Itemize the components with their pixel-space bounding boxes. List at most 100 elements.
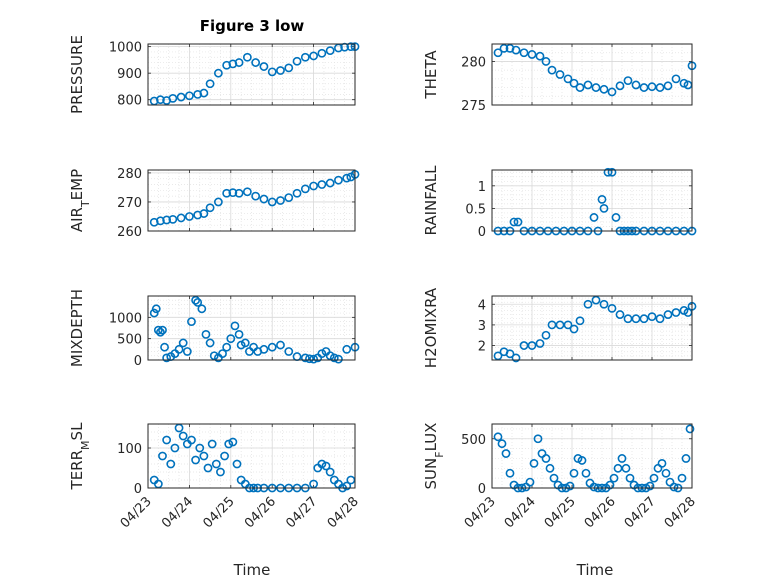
axes-box bbox=[491, 295, 693, 361]
data-point bbox=[267, 197, 277, 207]
data-point bbox=[569, 324, 579, 334]
data-point bbox=[193, 297, 203, 307]
y-tick-label: 0 bbox=[134, 482, 142, 497]
data-point bbox=[205, 203, 215, 213]
y-tick-label: 275 bbox=[461, 99, 486, 114]
data-point bbox=[535, 339, 545, 348]
data-point bbox=[563, 74, 573, 84]
data-point bbox=[300, 353, 310, 363]
data-point bbox=[228, 437, 238, 447]
y-tick-label: 1 bbox=[478, 180, 486, 195]
data-point bbox=[156, 327, 165, 337]
data-point bbox=[321, 461, 331, 471]
axes-box bbox=[491, 423, 693, 489]
data-point bbox=[342, 481, 352, 491]
axes-box bbox=[147, 169, 356, 232]
y-axis-label-3: RAINFALL bbox=[422, 165, 440, 236]
data-point bbox=[591, 83, 601, 92]
data-point bbox=[621, 463, 631, 473]
axes-box bbox=[147, 43, 356, 106]
data-point bbox=[224, 439, 234, 449]
data-point bbox=[259, 62, 269, 71]
y-axis-label-5: H2OMIXRA bbox=[422, 287, 440, 368]
data-point bbox=[191, 455, 201, 465]
data-point bbox=[234, 58, 244, 67]
data-point bbox=[639, 314, 649, 324]
data-point bbox=[325, 467, 335, 477]
data-point bbox=[681, 454, 691, 463]
data-point bbox=[679, 78, 689, 88]
data-point bbox=[575, 316, 585, 326]
y-tick-label: 280 bbox=[461, 55, 486, 70]
data-point bbox=[166, 459, 176, 469]
data-point bbox=[168, 93, 178, 103]
data-point bbox=[201, 329, 211, 339]
data-point bbox=[178, 431, 188, 441]
y-tick-label: 0 bbox=[478, 482, 486, 497]
data-point bbox=[187, 435, 196, 445]
data-point bbox=[527, 50, 537, 59]
data-point bbox=[535, 51, 545, 61]
data-point bbox=[605, 480, 615, 490]
y-tick-label: 4 bbox=[478, 298, 486, 313]
data-point bbox=[493, 432, 503, 442]
data-point bbox=[228, 188, 238, 198]
data-point bbox=[184, 212, 194, 221]
data-point bbox=[525, 477, 535, 487]
data-point bbox=[300, 52, 310, 62]
data-point bbox=[511, 353, 521, 363]
data-point bbox=[174, 344, 184, 354]
data-point bbox=[329, 353, 339, 363]
data-point bbox=[195, 443, 205, 453]
x-tick-label: 04/24 bbox=[502, 494, 539, 531]
y-axis-label-1: THETA bbox=[422, 50, 440, 100]
data-point bbox=[156, 95, 165, 105]
subplot-h2omixra: 2 3 4 H2OMIXRA bbox=[422, 287, 697, 368]
y-tick-label: 1000 bbox=[109, 41, 142, 56]
data-point bbox=[199, 88, 209, 98]
data-point bbox=[657, 458, 667, 468]
data-point bbox=[671, 308, 681, 317]
data-point bbox=[153, 325, 163, 335]
data-point bbox=[162, 435, 172, 445]
data-point bbox=[625, 473, 635, 483]
data-point bbox=[222, 188, 232, 198]
data-point bbox=[541, 57, 551, 66]
data-point bbox=[541, 330, 551, 340]
y-axis-label-2: AIRTEMP bbox=[68, 169, 92, 232]
data-point bbox=[184, 91, 194, 101]
data-point bbox=[655, 83, 665, 92]
series-markers bbox=[149, 169, 360, 227]
y-tick-label: 800 bbox=[117, 94, 142, 109]
data-point bbox=[176, 92, 186, 102]
data-point bbox=[527, 341, 537, 350]
data-point bbox=[342, 173, 352, 183]
data-point bbox=[645, 481, 655, 491]
data-point bbox=[158, 325, 167, 335]
data-point bbox=[597, 194, 607, 204]
data-point bbox=[267, 67, 277, 77]
data-point bbox=[529, 458, 539, 468]
data-point bbox=[199, 451, 209, 461]
data-point bbox=[509, 217, 519, 227]
x-axis-label-left: Time bbox=[233, 561, 271, 579]
data-point bbox=[649, 473, 659, 483]
data-point bbox=[501, 449, 511, 458]
data-point bbox=[205, 79, 215, 89]
data-point bbox=[575, 83, 585, 92]
data-point bbox=[276, 340, 285, 350]
data-point bbox=[609, 473, 619, 483]
y-tick-label: 260 bbox=[117, 225, 142, 240]
data-point bbox=[284, 193, 294, 202]
data-point bbox=[284, 347, 294, 356]
data-point bbox=[569, 468, 579, 478]
data-point bbox=[232, 459, 242, 469]
plot-area bbox=[148, 424, 355, 488]
data-point bbox=[182, 347, 192, 356]
data-point bbox=[589, 482, 599, 492]
data-point bbox=[555, 70, 565, 79]
data-point bbox=[655, 314, 665, 324]
data-point bbox=[211, 459, 221, 469]
data-point bbox=[346, 42, 356, 52]
y-tick-label: 3 bbox=[478, 319, 486, 334]
